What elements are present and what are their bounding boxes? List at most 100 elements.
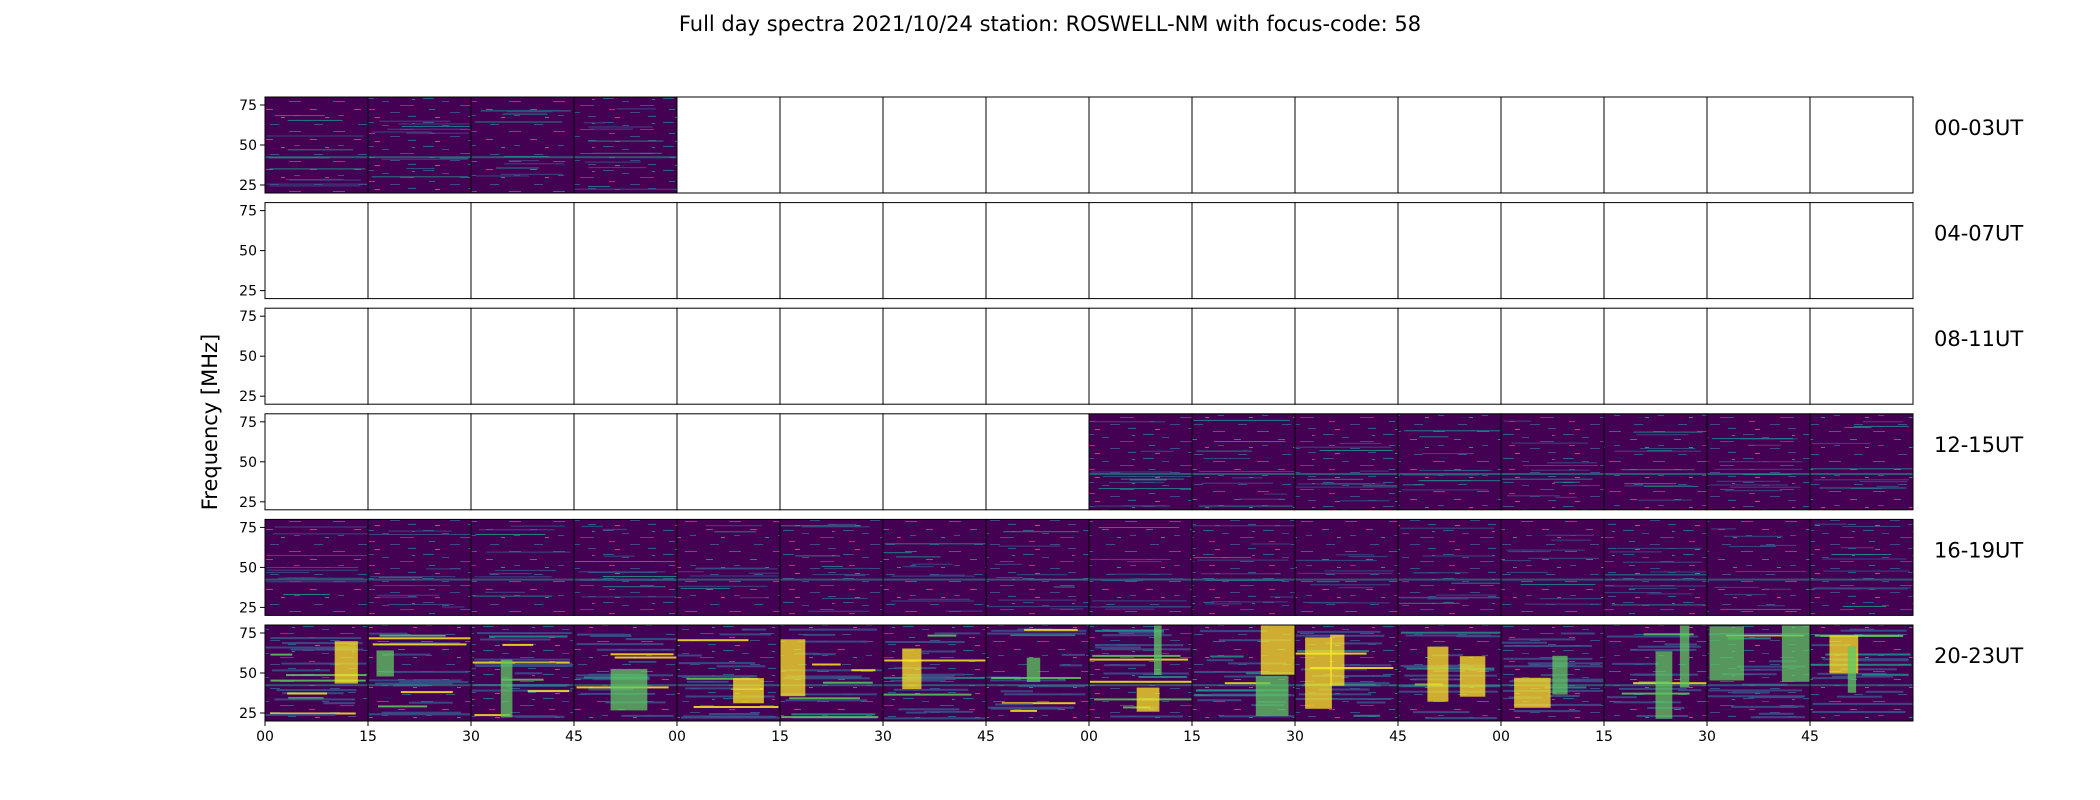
spectrum-line (1092, 654, 1181, 657)
spectrum-line (502, 643, 534, 646)
spectrum-line (1813, 479, 1909, 481)
spectrum-band (368, 684, 471, 687)
x-tick-label: 30 (1698, 729, 1716, 745)
spectrum-band (1707, 473, 1810, 475)
spectrum-line (1522, 465, 1599, 466)
spectrum-line (478, 529, 555, 531)
spectrum-band (1398, 684, 1501, 687)
spectrum-line (1198, 505, 1293, 507)
spectrum-band (265, 684, 368, 687)
spectrum-line (1017, 574, 1068, 576)
empty-panel (1398, 308, 1501, 405)
spectrum-line (587, 140, 664, 142)
spectrum-line (719, 633, 772, 636)
spectrum-line (1624, 485, 1692, 487)
spectrum-line (827, 523, 857, 525)
empty-panel (1089, 97, 1192, 193)
spectrum-line (812, 574, 870, 576)
spectrum-line (1422, 453, 1474, 454)
spectrum-line (381, 158, 468, 160)
spectrum-line (685, 695, 775, 698)
spectrum-line (584, 161, 641, 163)
spectrum-line (1120, 478, 1184, 480)
spectrum-line (1098, 488, 1192, 490)
spectrum-line (1264, 493, 1288, 495)
spectrum-line (510, 525, 565, 527)
spectrum-line (1814, 523, 1848, 525)
spectrum-panel (882, 202, 987, 300)
spectrum-line (379, 120, 451, 122)
spectrum-line (504, 163, 565, 165)
spectrum-heatmap (1604, 519, 1707, 616)
spectrum-panel (676, 518, 781, 616)
spectrum-line (883, 552, 912, 554)
spectrum-line (693, 706, 779, 708)
spectrum-line (1613, 701, 1681, 704)
rfi-block (1655, 651, 1673, 719)
spectrum-line (372, 131, 433, 133)
spectrum-band (986, 578, 1089, 581)
spectra-row: 75 50 25 00-03UT (239, 96, 2023, 194)
spectrum-line (739, 597, 770, 599)
spectrum-line (1219, 715, 1295, 718)
spectrum-line (1728, 546, 1776, 547)
spectrum-line (1712, 438, 1794, 440)
spectrum-heatmap (1089, 413, 1192, 510)
y-tick-label: 25 (239, 706, 257, 722)
spectra-row: 75 50 25 16-19UT (239, 518, 2023, 616)
spectrum-line (587, 186, 610, 188)
spectrum-panel (676, 307, 781, 405)
spectrum-line (1419, 436, 1449, 438)
spectrum-panel (882, 624, 987, 722)
spectrum-line (884, 717, 986, 720)
empty-panel (1398, 97, 1501, 193)
empty-panel (471, 202, 574, 299)
spectrum-panel (1706, 96, 1811, 194)
spectrum-line (1295, 559, 1377, 561)
spectrum-panel (470, 202, 575, 300)
spectrum-line (382, 653, 431, 656)
spectrum-panel (676, 202, 781, 300)
spectrum-line (274, 526, 367, 528)
spectrum-line (1451, 582, 1501, 584)
spectrum-line (1356, 701, 1386, 704)
spectrum-line (1362, 485, 1398, 487)
spectrum-line (1140, 450, 1174, 452)
spectrum-line (1127, 561, 1162, 563)
spectrum-line (1295, 446, 1392, 448)
spectrum-line (1090, 559, 1171, 560)
spectrum-line (898, 708, 960, 711)
spectrum-line (1628, 587, 1677, 589)
spectrum-heatmap (1707, 519, 1810, 616)
empty-panel (883, 202, 986, 299)
empty-panel (368, 308, 471, 405)
spectrum-line (678, 662, 756, 665)
spectrum-line (1050, 608, 1084, 610)
spectrum-line (399, 681, 469, 684)
rfi-block (1427, 646, 1449, 702)
spectrum-line (276, 689, 357, 692)
spectrum-line (1757, 605, 1785, 607)
empty-panel (368, 202, 471, 299)
spectrum-panel (1294, 518, 1399, 616)
spectrum-line (1555, 496, 1577, 498)
spectrum-line (1199, 630, 1268, 633)
spectrum-line (1747, 444, 1782, 446)
empty-panel (265, 308, 368, 405)
spectrum-band (1089, 578, 1192, 581)
spectrum-heatmap (1810, 519, 1913, 616)
spectrum-line (1730, 705, 1798, 708)
x-tick-label: 45 (1389, 729, 1407, 745)
spectrum-line (1105, 608, 1155, 610)
empty-panel (1707, 97, 1810, 193)
spectrum-line (1306, 634, 1385, 637)
spectrum-line (588, 126, 653, 128)
spectrum-line (1503, 420, 1531, 422)
spectrum-line (1239, 498, 1286, 500)
spectrum-line (400, 691, 453, 694)
spectrum-heatmap (265, 97, 368, 193)
spectrum-line (1759, 712, 1794, 715)
spectrum-line (1401, 489, 1489, 491)
spectrum-panel (367, 624, 472, 722)
spectrum-line (1295, 486, 1398, 488)
